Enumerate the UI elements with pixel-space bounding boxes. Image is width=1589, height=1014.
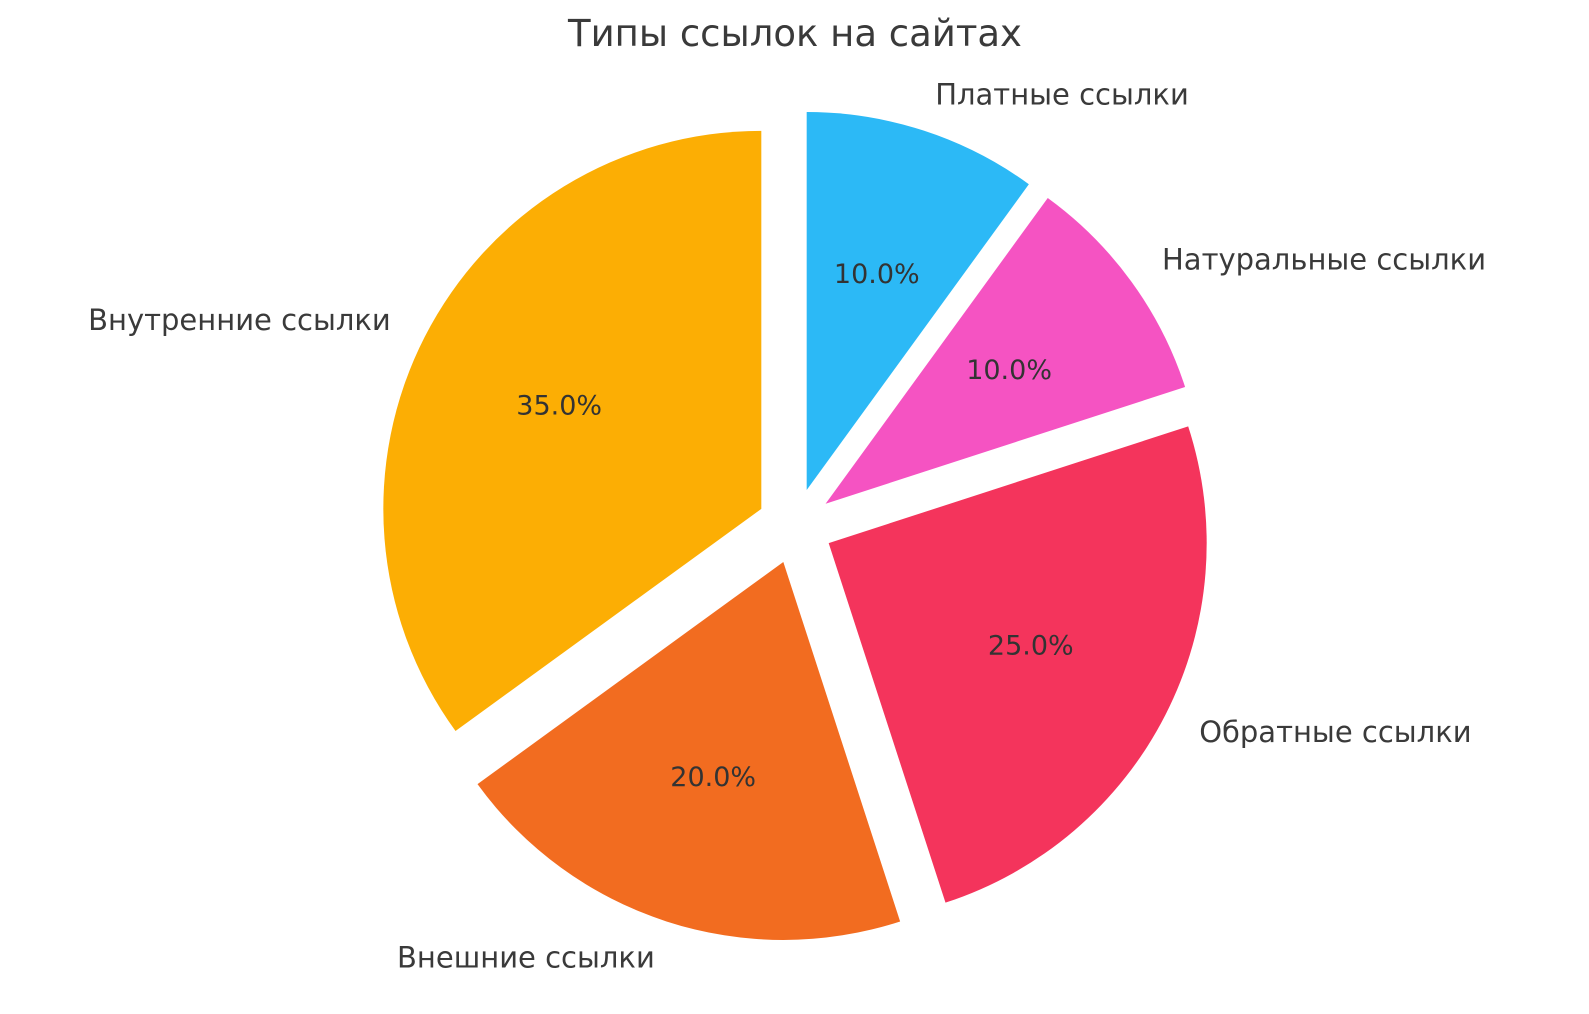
pie-slice-0 — [806, 112, 1029, 491]
pie-slice-1 — [825, 197, 1186, 504]
slice-label-0: Платные ссылки — [935, 78, 1189, 112]
chart-title: Типы ссылок на сайтах — [568, 12, 1022, 55]
slice-label-1: Натуральные ссылки — [1162, 242, 1486, 276]
pie-slice-4 — [383, 130, 762, 732]
pie-slice-2 — [828, 426, 1207, 903]
slice-label-2: Обратные ссылки — [1199, 715, 1471, 749]
slice-percent-label-1: 10.0% — [966, 355, 1052, 386]
slice-percent-label-0: 10.0% — [834, 259, 920, 290]
slice-percent-label-2: 25.0% — [988, 631, 1074, 662]
slice-label-3: Внешние ссылки — [397, 940, 655, 974]
slice-label-4: Внутренние ссылки — [88, 303, 391, 337]
slice-percent-label-4: 35.0% — [516, 390, 602, 421]
pie-slice-3 — [477, 561, 901, 940]
slice-percent-label-3: 20.0% — [670, 762, 756, 793]
